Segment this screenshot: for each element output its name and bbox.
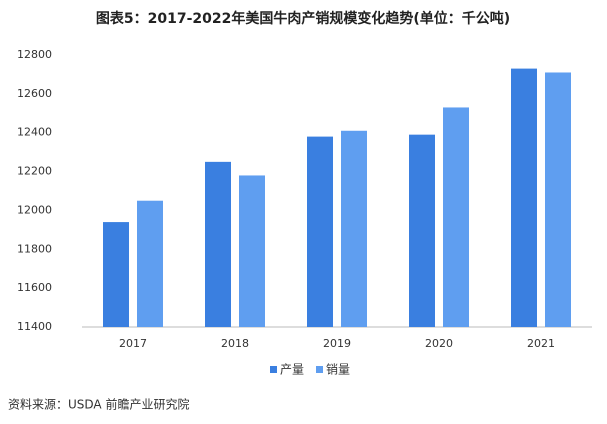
bar (205, 161, 231, 327)
chart-title: 图表5：2017-2022年美国牛肉产销规模变化趋势(单位：千公吨) (96, 10, 510, 27)
y-tick-label: 12000 (17, 203, 52, 216)
y-tick-label: 12200 (17, 165, 52, 178)
y-tick-label: 11400 (17, 320, 52, 333)
x-tick-label: 2021 (527, 337, 555, 350)
bar (137, 200, 163, 327)
y-tick-label: 12400 (17, 126, 52, 139)
legend-label: 产量 (280, 363, 304, 377)
y-tick-label: 12600 (17, 87, 52, 100)
legend-label: 销量 (326, 363, 350, 377)
legend-swatch (316, 366, 323, 373)
x-tick-label: 2020 (425, 337, 453, 350)
y-tick-label: 11600 (17, 281, 52, 294)
x-tick-label: 2019 (323, 337, 351, 350)
bar (307, 136, 333, 327)
bar (545, 72, 571, 327)
x-tick-label: 2018 (221, 337, 249, 350)
source-note: 资料来源：USDA 前瞻产业研究院 (8, 397, 189, 412)
y-tick-label: 12800 (17, 48, 52, 61)
y-tick-label: 11800 (17, 242, 52, 255)
bar (409, 134, 435, 327)
bar (511, 68, 537, 327)
x-tick-label: 2017 (119, 337, 147, 350)
bar (239, 175, 265, 327)
bar (443, 107, 469, 327)
bar (103, 222, 129, 327)
bar (341, 130, 367, 327)
legend-swatch (270, 366, 277, 373)
